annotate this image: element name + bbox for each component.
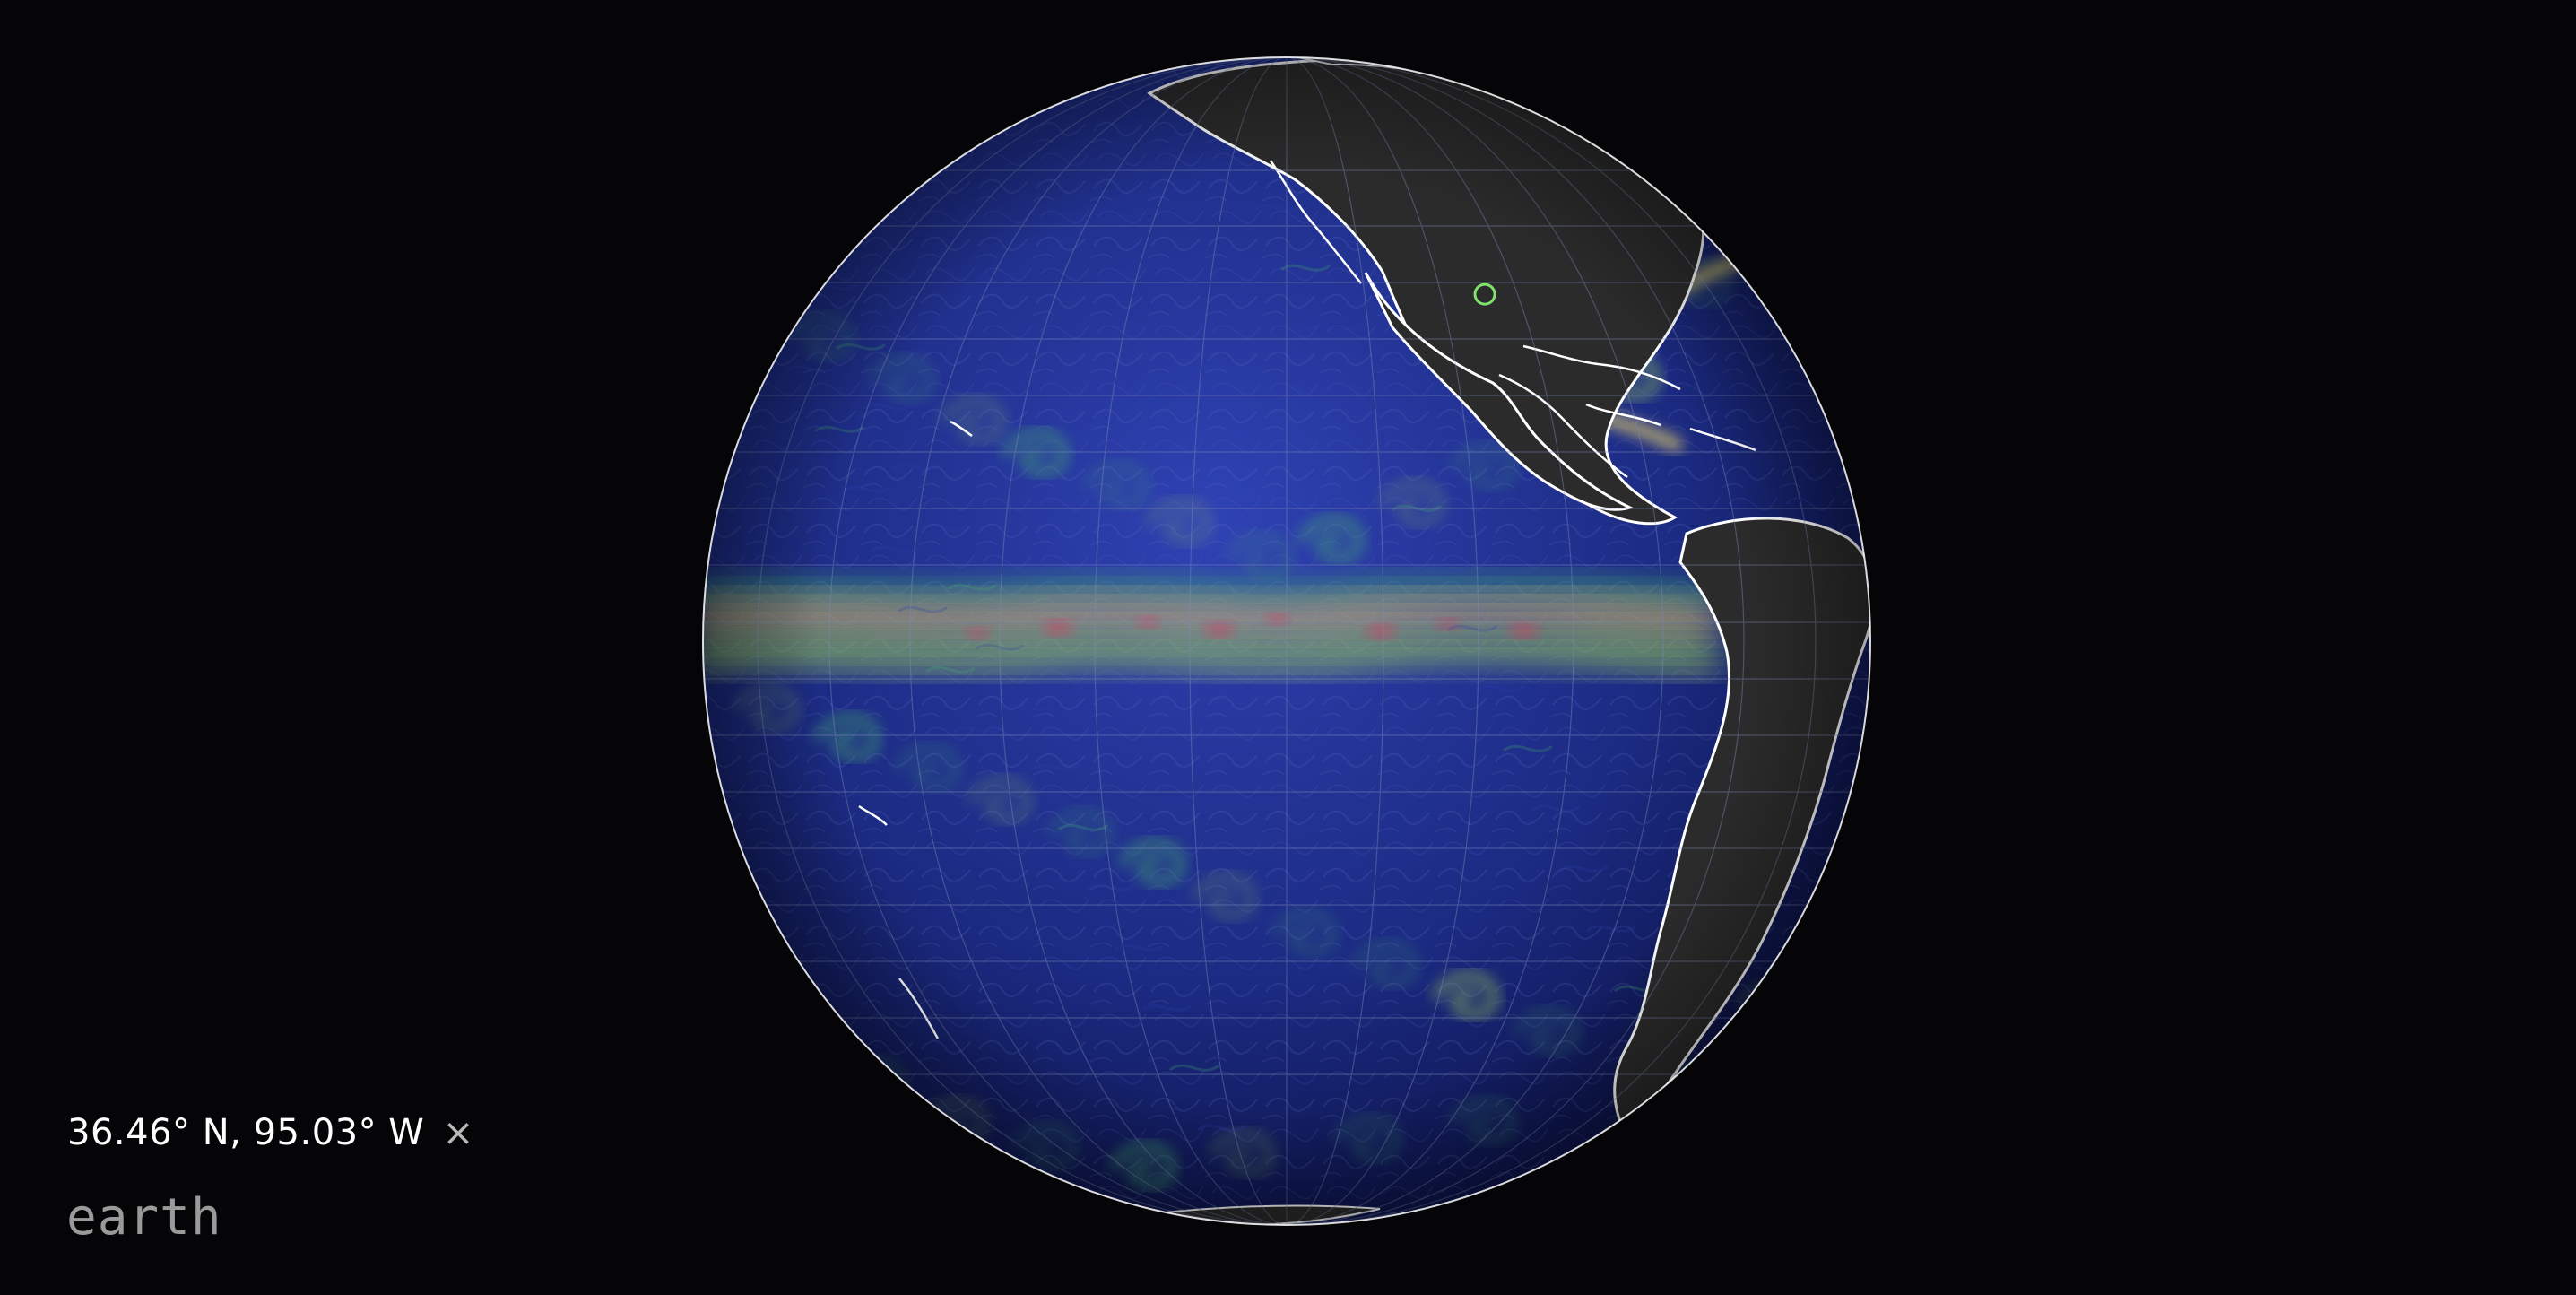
ocean-flow-trace xyxy=(780,222,830,230)
ocean-flow-trace xyxy=(759,305,809,313)
globe-outline xyxy=(702,56,1871,1226)
current-swirl xyxy=(769,1016,835,1064)
ocean-flow-trace xyxy=(731,245,781,253)
current-swirl xyxy=(724,263,790,310)
ocean-flow-trace xyxy=(1725,185,1775,193)
current-swirl xyxy=(1756,220,1820,264)
ocean-flow-trace xyxy=(724,102,775,110)
location-readout: 36.46° N, 95.03° W × xyxy=(67,1110,474,1154)
app-title[interactable]: earth xyxy=(66,1188,222,1247)
close-icon[interactable]: × xyxy=(442,1110,475,1154)
globe-edge-shade xyxy=(703,57,1870,1225)
location-coordinates: 36.46° N, 95.03° W xyxy=(67,1111,425,1153)
ocean-flow-trace xyxy=(1697,125,1748,133)
ocean-flow-trace xyxy=(1670,1105,1720,1113)
ocean-flow-trace xyxy=(752,162,802,170)
